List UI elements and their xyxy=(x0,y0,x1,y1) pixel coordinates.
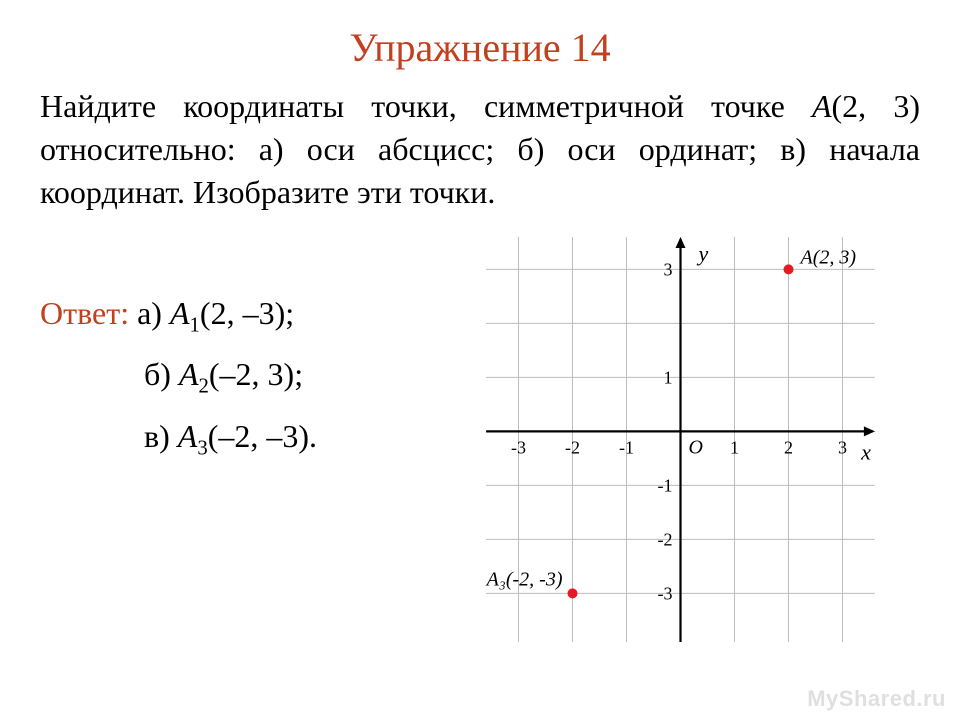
svg-text:-3: -3 xyxy=(511,437,526,457)
svg-text:-3: -3 xyxy=(657,583,672,603)
svg-text:-1: -1 xyxy=(619,437,634,457)
answer-a-coords: (2, –3); xyxy=(200,295,294,331)
answer-b-var: A xyxy=(179,356,199,392)
svg-text:-1: -1 xyxy=(657,475,672,495)
svg-text:O: O xyxy=(688,436,702,458)
svg-text:2: 2 xyxy=(784,437,793,457)
answer-a-sub: 1 xyxy=(190,313,200,336)
svg-text:y: y xyxy=(696,241,708,266)
answer-a-prefix: а) xyxy=(137,295,170,331)
problem-statement: Найдите координаты точки, симметричной т… xyxy=(40,85,920,215)
answer-b-coords: (–2, 3); xyxy=(209,356,303,392)
answer-line-b: б) A2(–2, 3); xyxy=(40,344,440,406)
svg-text:A₃(-2, -3): A₃(-2, -3) xyxy=(484,568,562,590)
svg-text:x: x xyxy=(860,439,871,464)
svg-text:-2: -2 xyxy=(565,437,580,457)
answer-c-sub: 3 xyxy=(197,437,207,460)
svg-text:3: 3 xyxy=(838,437,847,457)
svg-text:1: 1 xyxy=(730,437,739,457)
answer-line-a: Ответ: а) A1(2, –3); xyxy=(40,283,440,345)
chart-container: -3 -2 -1 1 2 3 -3 -2 -1 1 3 Ox y A(2, 3) A₃(-2, -3) xyxy=(440,233,920,646)
coordinate-plane-chart: -3 -2 -1 1 2 3 -3 -2 -1 1 3 Ox y A(2, 3) A₃(-2, -3) xyxy=(482,233,879,646)
answer-b-sub: 2 xyxy=(198,375,208,398)
answers-block: Ответ: а) A1(2, –3); б) A2(–2, 3); в) A3… xyxy=(40,233,440,469)
answer-c-coords: (–2, –3). xyxy=(208,418,317,454)
watermark-text: MyShared.ru xyxy=(807,686,946,712)
exercise-title: Упражнение 14 xyxy=(40,24,920,71)
content-row: Ответ: а) A1(2, –3); б) A2(–2, 3); в) A3… xyxy=(40,233,920,646)
exercise-page: Упражнение 14 Найдите координаты точки, … xyxy=(0,0,960,720)
answer-line-c: в) A3(–2, –3). xyxy=(40,406,440,468)
answer-label: Ответ: xyxy=(40,295,129,331)
answer-c-var: A xyxy=(178,418,198,454)
answer-c-prefix: в) xyxy=(144,418,178,454)
svg-text:3: 3 xyxy=(663,259,672,279)
svg-text:A(2, 3): A(2, 3) xyxy=(798,246,856,268)
answer-b-prefix: б) xyxy=(144,356,179,392)
svg-text:1: 1 xyxy=(663,367,672,387)
svg-text:-2: -2 xyxy=(657,529,672,549)
answer-a-var: A xyxy=(170,295,190,331)
